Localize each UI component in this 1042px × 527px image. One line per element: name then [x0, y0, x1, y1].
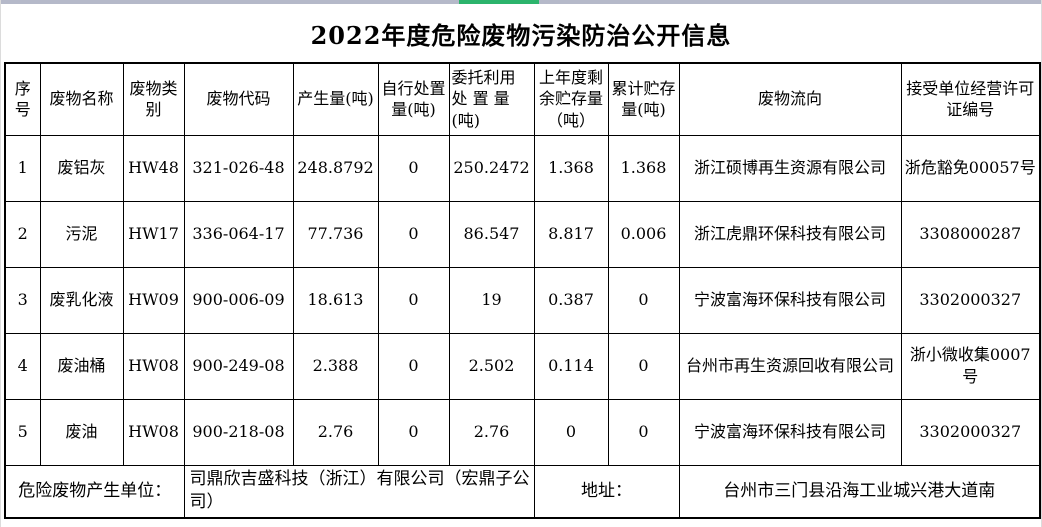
table-cell: 0 — [377, 398, 450, 466]
table-cell: 2.388 — [292, 332, 379, 400]
table-cell: 0 — [607, 398, 680, 466]
table-cell: 0.114 — [533, 332, 609, 400]
page-top-bar — [1, 0, 1041, 4]
table-cell: 废铝灰 — [39, 134, 124, 202]
table-cell: 浙江硕博再生资源有限公司 — [678, 134, 902, 202]
header-cell: 产生量(吨) — [292, 62, 379, 136]
header-cell: 废物代码 — [183, 62, 294, 136]
header-cell: 委托利用 处 置 量 (吨) — [448, 62, 535, 136]
table-cell: 2.76 — [292, 398, 379, 466]
header-cell: 累计贮存 量(吨) — [607, 62, 680, 136]
table-row: 1 废铝灰 HW48 321-026-48 248.8792 0 250.2472 1.368… — [4, 134, 1041, 202]
table-footer-row: 危险废物产生单位： 司鼎欣吉盛科技（浙江）有限公司（宏鼎子公司） 地址： 台州市… — [4, 464, 1041, 519]
table-cell: 宁波富海环保科技有限公司 — [678, 266, 902, 334]
table-cell: 900-249-08 — [183, 332, 294, 400]
table-cell: 0 — [533, 398, 609, 466]
table-cell: 900-006-09 — [183, 266, 294, 334]
table-cell: 2.502 — [448, 332, 535, 400]
table-cell: 台州市再生资源回收有限公司 — [678, 332, 902, 400]
table-cell: 废乳化液 — [39, 266, 124, 334]
table-cell: HW09 — [122, 266, 185, 334]
header-cell: 废物名称 — [39, 62, 124, 136]
header-cell: 自行处置 量(吨) — [377, 62, 450, 136]
table-cell: HW08 — [122, 332, 185, 400]
table-row: 5 废油 HW08 900-218-08 2.76 0 2.76 0 0 宁波富海环保科技有限公司… — [4, 398, 1041, 466]
table-cell: 浙江虎鼎环保科技有限公司 — [678, 200, 902, 268]
table-row: 2 污泥 HW17 336-064-17 77.736 0 86.547 8.817 0.006… — [4, 200, 1041, 268]
address-value: 台州市三门县沿海工业城兴港大道南 — [678, 464, 1041, 519]
table-cell: 浙危豁免00057号 — [900, 134, 1041, 202]
table-cell: 3302000327 — [900, 266, 1041, 334]
table-cell: 3 — [4, 266, 41, 334]
table-body: 1 废铝灰 HW48 321-026-48 248.8792 0 250.2472 1.368… — [4, 134, 1041, 466]
table-cell: HW08 — [122, 398, 185, 466]
table-cell: 1.368 — [607, 134, 680, 202]
table-cell: 2 — [4, 200, 41, 268]
producer-value: 司鼎欣吉盛科技（浙江）有限公司（宏鼎子公司） — [183, 464, 535, 519]
table-cell: 86.547 — [448, 200, 535, 268]
header-cell: 接受单位经营许可 证编号 — [900, 62, 1041, 136]
table-cell: 77.736 — [292, 200, 379, 268]
header-cell: 序号 — [4, 62, 41, 136]
table-cell: 废油桶 — [39, 332, 124, 400]
hazardous-waste-table: 序号 废物名称 废物类 别废物代码 产生量(吨) 自行处置 量(吨) 委托利用 处 置 量… — [4, 62, 1041, 519]
table-cell: 18.613 — [292, 266, 379, 334]
producer-label: 危险废物产生单位： — [4, 464, 185, 519]
header-cell: 上年度剩 余贮存量 （吨） — [533, 62, 609, 136]
table-cell: 0.006 — [607, 200, 680, 268]
table-cell: 废油 — [39, 398, 124, 466]
address-label: 地址： — [533, 464, 680, 519]
table-cell: 0 — [377, 200, 450, 268]
table-cell: 0 — [607, 266, 680, 334]
table-header-row: 序号 废物名称 废物类 别废物代码 产生量(吨) 自行处置 量(吨) 委托利用 处 置 量… — [4, 62, 1041, 136]
table-cell: 0.387 — [533, 266, 609, 334]
table-cell: 900-218-08 — [183, 398, 294, 466]
table-cell: 3302000327 — [900, 398, 1041, 466]
table-cell: 5 — [4, 398, 41, 466]
table-cell: 8.817 — [533, 200, 609, 268]
page-title: 2022年度危险废物污染防治公开信息 — [310, 20, 732, 50]
table-cell: 19 — [448, 266, 535, 334]
table-cell: 0 — [607, 332, 680, 400]
table-row: 3 废乳化液 HW09 900-006-09 18.613 0 19 0.387 0 宁波富海环保… — [4, 266, 1041, 334]
table-cell: 污泥 — [39, 200, 124, 268]
table-cell: 321-026-48 — [183, 134, 294, 202]
table-cell: 浙小微收集0007号 — [900, 332, 1041, 400]
table-cell: 248.8792 — [292, 134, 379, 202]
table-cell: 0 — [377, 332, 450, 400]
table-row: 4 废油桶 HW08 900-249-08 2.388 0 2.502 0.114 0 台州市再生… — [4, 332, 1041, 400]
table-cell: 0 — [377, 266, 450, 334]
table-cell: 1 — [4, 134, 41, 202]
table-cell: 1.368 — [533, 134, 609, 202]
table-cell: 336-064-17 — [183, 200, 294, 268]
table-cell: 0 — [377, 134, 450, 202]
table-cell: HW48 — [122, 134, 185, 202]
table-cell: 宁波富海环保科技有限公司 — [678, 398, 902, 466]
table-cell: 3308000287 — [900, 200, 1041, 268]
table-cell: 2.76 — [448, 398, 535, 466]
table-cell: 250.2472 — [448, 134, 535, 202]
progress-indicator — [459, 0, 539, 4]
header-cell: 废物流向 — [678, 62, 902, 136]
table-cell: HW17 — [122, 200, 185, 268]
header-cell: 废物类 别 — [122, 62, 185, 136]
table-cell: 4 — [4, 332, 41, 400]
